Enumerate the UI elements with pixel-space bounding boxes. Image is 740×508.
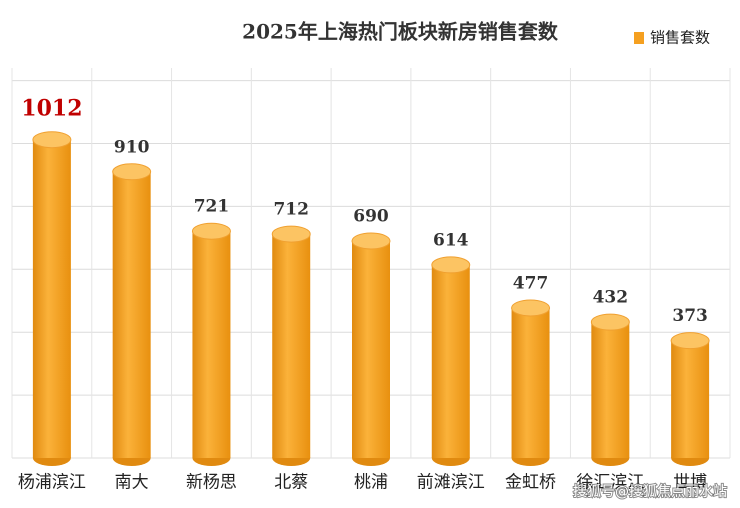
value-label: 910 bbox=[114, 137, 150, 157]
bar bbox=[511, 307, 550, 458]
x-tick-label: 新杨思 bbox=[186, 473, 237, 493]
value-label: 712 bbox=[273, 200, 309, 220]
x-tick-label: 徐汇滨江 bbox=[576, 473, 644, 493]
bar bbox=[192, 231, 231, 458]
value-label: 721 bbox=[194, 197, 230, 217]
legend-label: 销售套数 bbox=[650, 29, 710, 47]
bar bbox=[352, 240, 390, 458]
x-tick-label: 北蔡 bbox=[274, 473, 308, 493]
bar-top bbox=[271, 225, 311, 243]
bar-top bbox=[670, 332, 710, 350]
bar-top bbox=[32, 131, 72, 149]
chart-title: 2025年上海热门板块新房销售套数 bbox=[242, 20, 559, 44]
bar-top bbox=[351, 232, 391, 250]
bar bbox=[112, 171, 151, 458]
value-label: 614 bbox=[433, 230, 469, 250]
value-label: 477 bbox=[513, 273, 549, 293]
value-label: 690 bbox=[353, 206, 389, 226]
x-tick-label: 桃浦 bbox=[354, 473, 388, 493]
legend-swatch bbox=[634, 32, 644, 44]
x-tick-label: 杨浦滨江 bbox=[18, 473, 86, 493]
x-tick-label: 南大 bbox=[115, 473, 149, 493]
value-label: 432 bbox=[593, 288, 629, 308]
bar-top bbox=[191, 222, 231, 240]
bar-top bbox=[112, 163, 152, 181]
bar bbox=[272, 234, 311, 458]
bar bbox=[671, 340, 710, 458]
x-tick-label: 金虹桥 bbox=[505, 473, 556, 493]
x-tick-label: 世博 bbox=[673, 473, 707, 493]
x-tick-label: 前滩滨江 bbox=[417, 473, 485, 493]
value-label: 373 bbox=[672, 306, 708, 326]
bar bbox=[431, 264, 470, 458]
watermark: 搜狐号@搜狐焦点丽水站 bbox=[573, 484, 727, 500]
bar-top bbox=[431, 256, 471, 274]
value-label: 1012 bbox=[21, 96, 82, 122]
bar bbox=[32, 139, 71, 459]
bar-top bbox=[590, 313, 630, 331]
bar bbox=[591, 322, 630, 458]
bar-top bbox=[511, 299, 551, 317]
